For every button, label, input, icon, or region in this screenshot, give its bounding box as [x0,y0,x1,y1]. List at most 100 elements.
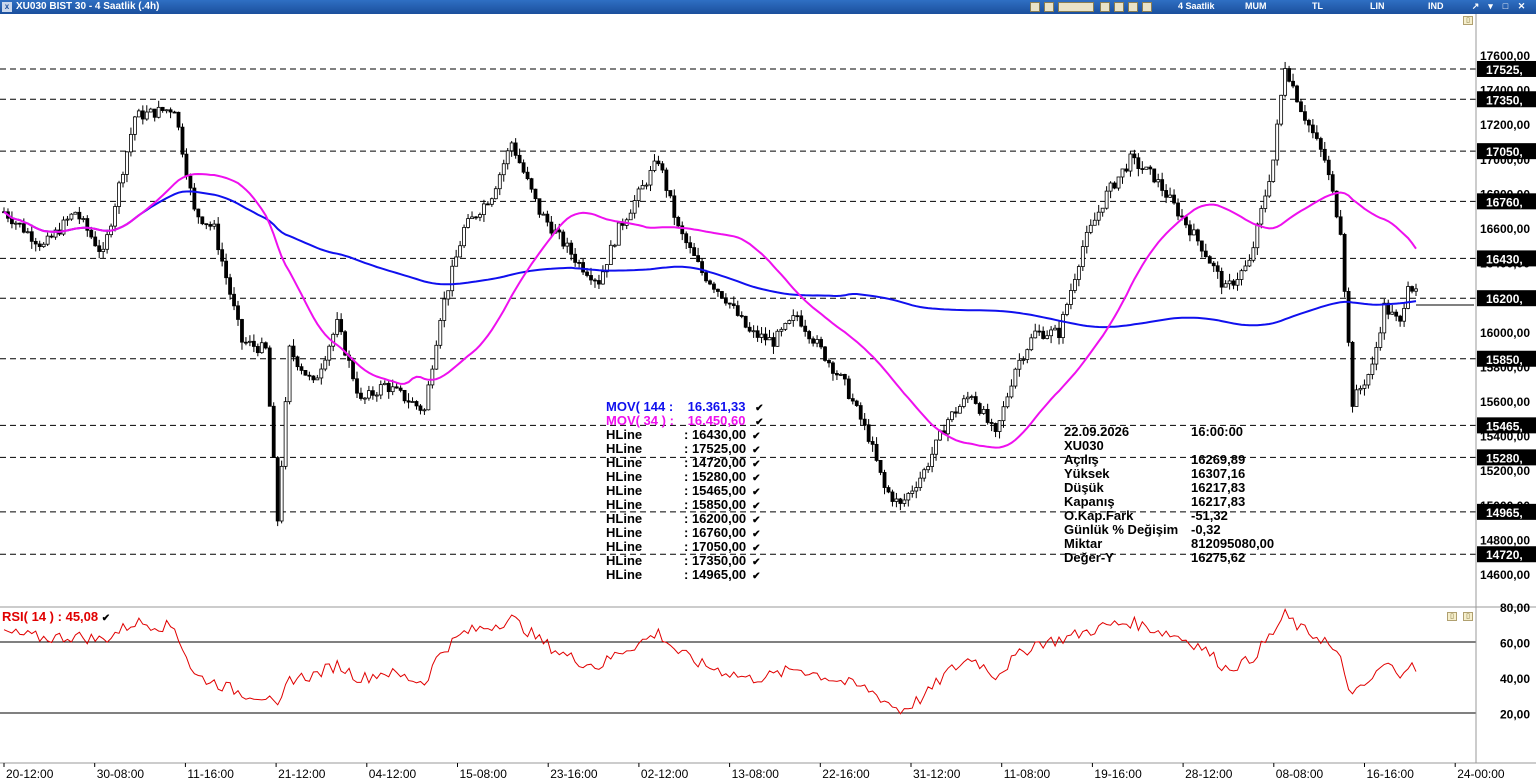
period-button[interactable]: 4 Saatlik [1178,1,1215,11]
candle-body [763,333,768,341]
template-icon[interactable] [1058,2,1094,12]
candle-body [930,453,935,467]
candle-body [121,174,125,184]
check-icon[interactable]: ✔ [752,501,761,512]
legend-hline[interactable]: HLine: 16760,00 ✔ [606,526,763,541]
zoom-icon[interactable] [1114,2,1124,12]
chart-tool-icon[interactable] [1030,2,1040,12]
candle-body [1076,266,1081,280]
legend-mov34[interactable]: MOV( 34 ) : 16.450,60 ✔ [606,414,764,429]
candle-body [406,400,411,403]
candle-body [672,195,677,218]
check-icon[interactable]: ✔ [752,473,761,484]
maximize-icon[interactable]: □ [1502,1,1509,11]
price-tick-label: 17200,00 [1480,118,1530,132]
check-icon[interactable]: ✔ [752,543,761,554]
rsi-lock-icon[interactable]: ▯ [1463,612,1473,621]
legend-hline[interactable]: HLine: 17350,00 ✔ [606,554,763,569]
legend-mov144[interactable]: MOV( 144 : 16.361,33 ✔ [606,400,764,415]
candle-body [13,222,18,225]
draw-icon[interactable] [1128,2,1138,12]
check-icon[interactable]: ✔ [752,459,761,470]
candle-body [1330,174,1335,192]
check-icon[interactable]: ✔ [755,417,764,428]
candle-body [842,374,847,380]
candle-body [65,218,70,221]
check-icon[interactable]: ✔ [101,613,111,624]
candle-body [263,342,268,349]
candle-body [319,368,324,379]
check-icon[interactable]: ✔ [752,515,761,526]
check-icon[interactable]: ✔ [755,403,764,414]
hline-price-label: 15850, [1486,353,1523,367]
chart-area[interactable]: 14600,0014800,0015000,0015200,0015400,00… [0,14,1536,783]
legend-hline-name: HLine [606,469,643,484]
candle-body [918,477,923,488]
candle-body [795,315,800,318]
compare-icon[interactable] [1100,2,1110,12]
candle-body [704,272,708,282]
candle-body [652,160,657,171]
candle-body [172,111,177,114]
candle-body [1322,148,1327,161]
rsi-legend-name: RSI( 14 ) : [2,609,62,624]
check-icon[interactable]: ✔ [752,529,761,540]
check-icon[interactable]: ✔ [752,431,761,442]
candle-body [577,262,582,264]
legend-hline-name: HLine [606,511,643,526]
legend-hline[interactable]: HLine: 14965,00 ✔ [606,568,763,583]
candle-body [529,178,534,190]
candle-body [259,342,264,354]
settings-icon[interactable] [1142,2,1152,12]
scale-button[interactable]: LIN [1370,1,1385,11]
rsi-legend[interactable]: RSI( 14 ) : 45,08 ✔ [2,609,110,624]
check-icon[interactable]: ✔ [752,557,761,568]
candle-body [1398,315,1403,322]
hline-price-tag [1477,193,1536,210]
ohlc-info-box: 22.09.2026 16:00:00 XU030 Açılış 16269,89 … [1064,425,1274,565]
candle-body [1132,153,1137,159]
chart-type-button[interactable]: MUM [1245,1,1267,11]
candle-body [1088,224,1093,233]
candle-body [676,217,681,227]
close-icon[interactable]: ✕ [1517,1,1526,11]
legend-hline[interactable]: HLine: 16200,00 ✔ [606,511,763,527]
candle-body [902,499,907,504]
candle-body [1191,229,1196,236]
legend-hline[interactable]: HLine: 15280,00 ✔ [606,469,763,485]
candle-body [696,255,701,262]
hline-price-label: 17050, [1486,145,1523,159]
candle-body [489,198,494,205]
legend-hline[interactable]: HLine: 15850,00 ✔ [606,498,763,513]
currency-button[interactable]: TL [1312,1,1323,11]
legend-hline[interactable]: HLine: 17050,00 ✔ [606,540,763,555]
candle-body [232,293,236,307]
candle-body [656,160,661,165]
candle-body [37,243,42,248]
candle-body [743,315,748,328]
restore-icon[interactable]: ↗ [1471,1,1480,11]
scale-lock-icon[interactable]: ▯ [1463,16,1473,25]
indicator-button[interactable]: IND [1428,1,1444,11]
candle-body [1128,153,1133,172]
candle-body [1374,347,1379,365]
check-icon[interactable]: ✔ [752,487,761,498]
legend-hline[interactable]: HLine: 17525,00 ✔ [606,442,763,457]
candle-body [977,403,982,414]
candle-body [283,401,288,467]
check-icon[interactable]: ✔ [752,571,761,582]
candle-body [973,396,978,404]
legend-hline[interactable]: HLine: 15465,00 ✔ [606,484,763,499]
minimize-icon[interactable]: ▾ [1488,1,1493,11]
candle-body [69,213,74,220]
legend-hline[interactable]: HLine: 16430,00 ✔ [606,428,763,443]
rsi-settings-icon[interactable]: ▯ [1447,612,1457,621]
candle-body [589,275,593,281]
candle-body [723,297,728,304]
candle-body [1334,190,1339,218]
check-icon[interactable]: ✔ [752,445,761,456]
candle-body [148,108,153,113]
print-icon[interactable] [1044,2,1054,12]
legend-hline[interactable]: HLine: 14720,00 ✔ [606,456,763,471]
candle-body [1195,229,1200,242]
